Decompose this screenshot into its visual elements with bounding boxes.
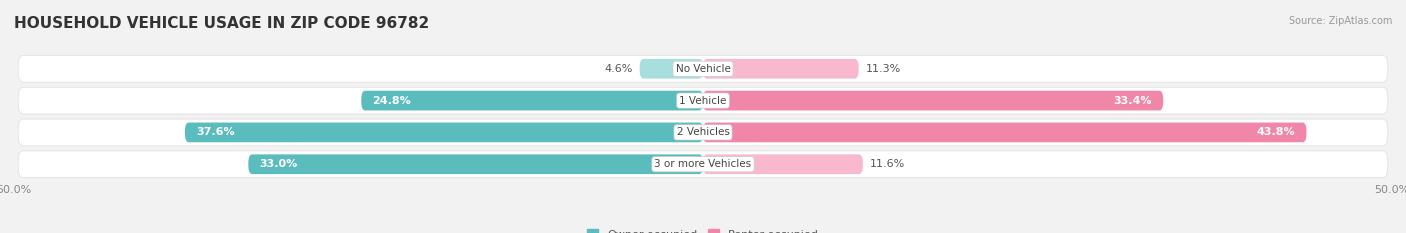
Text: 24.8%: 24.8% — [373, 96, 411, 106]
FancyBboxPatch shape — [186, 123, 703, 142]
Text: 3 or more Vehicles: 3 or more Vehicles — [654, 159, 752, 169]
FancyBboxPatch shape — [249, 154, 703, 174]
Text: No Vehicle: No Vehicle — [675, 64, 731, 74]
FancyBboxPatch shape — [703, 91, 1163, 110]
Text: 11.3%: 11.3% — [866, 64, 901, 74]
Text: 33.0%: 33.0% — [259, 159, 298, 169]
FancyBboxPatch shape — [18, 119, 1388, 146]
Legend: Owner-occupied, Renter-occupied: Owner-occupied, Renter-occupied — [582, 225, 824, 233]
FancyBboxPatch shape — [18, 55, 1388, 82]
Text: HOUSEHOLD VEHICLE USAGE IN ZIP CODE 96782: HOUSEHOLD VEHICLE USAGE IN ZIP CODE 9678… — [14, 16, 429, 31]
Text: 37.6%: 37.6% — [195, 127, 235, 137]
Text: Source: ZipAtlas.com: Source: ZipAtlas.com — [1288, 16, 1392, 26]
Text: 2 Vehicles: 2 Vehicles — [676, 127, 730, 137]
FancyBboxPatch shape — [18, 87, 1388, 114]
FancyBboxPatch shape — [640, 59, 703, 79]
FancyBboxPatch shape — [703, 123, 1306, 142]
Text: 4.6%: 4.6% — [605, 64, 633, 74]
FancyBboxPatch shape — [703, 154, 863, 174]
Text: 11.6%: 11.6% — [870, 159, 905, 169]
FancyBboxPatch shape — [703, 59, 859, 79]
Text: 1 Vehicle: 1 Vehicle — [679, 96, 727, 106]
Text: 43.8%: 43.8% — [1257, 127, 1295, 137]
FancyBboxPatch shape — [18, 151, 1388, 178]
Text: 33.4%: 33.4% — [1114, 96, 1152, 106]
FancyBboxPatch shape — [361, 91, 703, 110]
